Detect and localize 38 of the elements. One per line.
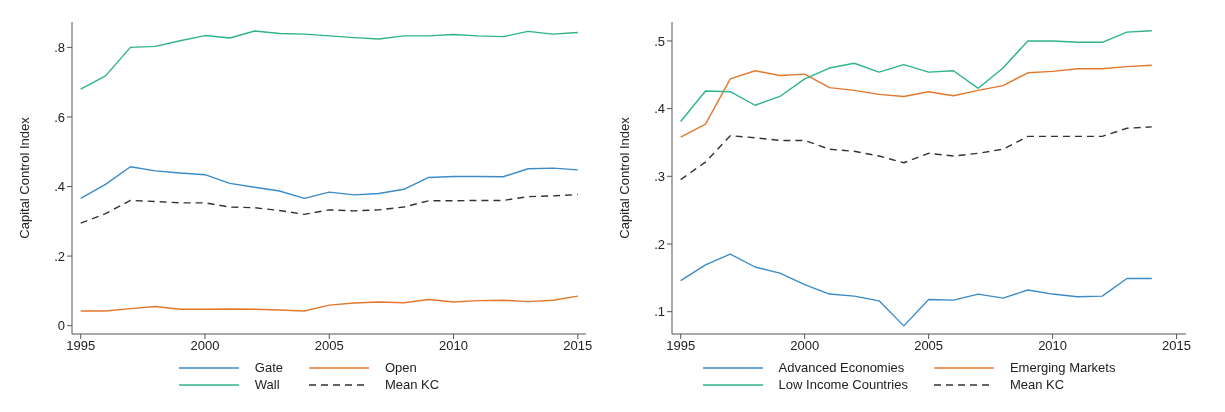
x-tick-label: 2015	[563, 338, 593, 354]
line-series	[80, 193, 579, 224]
y-tick-label: .1	[654, 304, 665, 320]
x-tick-label: 2015	[1162, 338, 1192, 354]
y-tick-label: .4	[54, 179, 65, 195]
x-tick-label: 2000	[790, 338, 820, 354]
x-tick-label: 2010	[439, 338, 468, 354]
x-tick-label: 2010	[1038, 338, 1068, 354]
y-tick-label: .2	[54, 248, 65, 264]
y-tick-label: 0	[57, 318, 65, 334]
x-tick-label: 1995	[666, 338, 696, 354]
legend-label: Advanced Economies	[778, 360, 905, 375]
line-series	[80, 30, 579, 90]
x-tick-label: 2005	[914, 338, 944, 354]
y-tick-label: .8	[54, 40, 65, 56]
y-tick-label: .5	[654, 33, 665, 49]
legend-label: Emerging Markets	[1009, 360, 1116, 375]
legend-label: Open	[384, 360, 417, 375]
y-tick-label: .3	[654, 168, 665, 184]
line-series	[80, 295, 579, 312]
line-series	[80, 166, 579, 200]
x-tick-label: 1995	[66, 338, 96, 354]
legend-label: Gate	[254, 360, 283, 375]
x-tick-label: 2000	[190, 338, 220, 354]
line-series	[679, 126, 1153, 181]
legend-label: Low Income Countries	[778, 377, 908, 392]
line-series	[679, 30, 1153, 123]
y-axis-title: Capital Control Index	[616, 116, 632, 239]
x-tick-label: 2005	[314, 338, 344, 354]
y-axis-title: Capital Control Index	[16, 116, 32, 239]
legend-label: Wall	[254, 377, 280, 392]
y-tick-label: .6	[54, 109, 65, 125]
legend-label: Mean KC	[1009, 377, 1065, 392]
line-series	[679, 64, 1153, 138]
line-series	[679, 253, 1153, 327]
y-tick-label: .2	[654, 236, 665, 252]
legend-label: Mean KC	[384, 377, 440, 392]
y-tick-label: .4	[654, 101, 665, 117]
